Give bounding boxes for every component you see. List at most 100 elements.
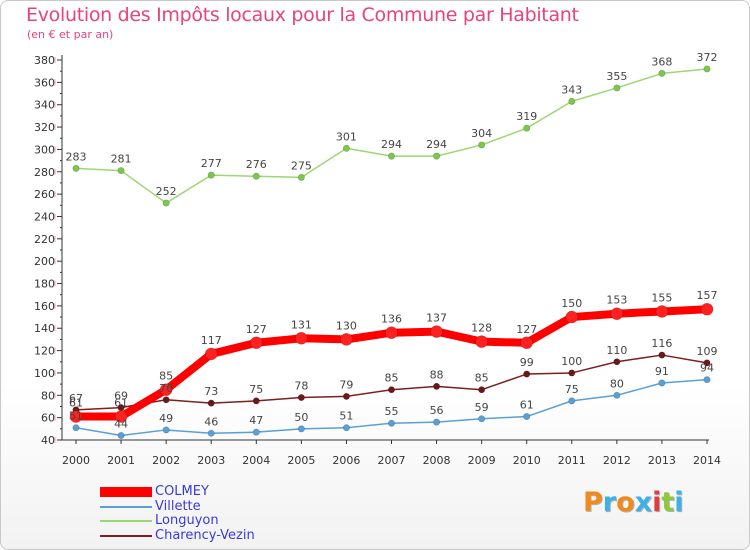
data-point-charency-vezin <box>478 386 486 394</box>
data-label-villette: 80 <box>610 377 624 390</box>
data-point-charency-vezin <box>342 392 350 400</box>
data-label-charency-vezin: 88 <box>430 368 444 381</box>
legend-label-charency-vezin: Charency-Vezin <box>155 527 255 543</box>
data-label-charency-vezin: 116 <box>651 337 672 350</box>
x-tick-label: 2010 <box>513 454 541 467</box>
data-label-charency-vezin: 76 <box>159 382 173 395</box>
data-point-longuyon <box>72 164 80 172</box>
data-label-villette: 94 <box>700 362 714 375</box>
data-label-longuyon: 276 <box>246 158 267 171</box>
data-label-charency-vezin: 78 <box>294 380 308 393</box>
y-tick-label: 340 <box>34 99 55 112</box>
data-label-colmey: 153 <box>606 294 627 307</box>
data-label-longuyon: 319 <box>516 110 537 123</box>
data-point-charency-vezin <box>703 359 711 367</box>
x-tick-label: 2004 <box>242 454 270 467</box>
data-point-charency-vezin <box>387 386 395 394</box>
data-point-charency-vezin <box>433 382 441 390</box>
data-point-villette <box>72 424 80 432</box>
data-label-longuyon: 277 <box>201 157 222 170</box>
data-label-charency-vezin: 99 <box>520 356 534 369</box>
data-point-longuyon <box>613 84 621 92</box>
data-point-villette <box>703 376 711 384</box>
data-point-charency-vezin <box>613 358 621 366</box>
data-point-colmey <box>475 335 488 348</box>
logo-letter: i <box>652 487 662 518</box>
y-tick-label: 300 <box>34 143 55 156</box>
x-tick-label: 2003 <box>197 454 225 467</box>
y-tick-label: 40 <box>41 434 55 447</box>
x-tick-label: 2009 <box>468 454 496 467</box>
y-tick-label: 120 <box>34 345 55 358</box>
data-label-longuyon: 294 <box>381 138 402 151</box>
data-label-villette: 49 <box>159 412 173 425</box>
y-tick-label: 320 <box>34 121 55 134</box>
data-point-longuyon <box>523 124 531 132</box>
data-label-villette: 55 <box>385 405 399 418</box>
logo-letter: o <box>616 487 635 518</box>
data-label-colmey: 131 <box>291 318 312 331</box>
y-tick-label: 140 <box>34 322 55 335</box>
data-label-colmey: 127 <box>246 323 267 336</box>
data-label-charency-vezin: 75 <box>249 383 263 396</box>
data-point-villette <box>658 379 666 387</box>
data-point-longuyon <box>162 199 170 207</box>
data-label-colmey: 85 <box>159 370 173 383</box>
data-label-villette: 61 <box>520 399 534 412</box>
data-point-villette <box>387 419 395 427</box>
data-label-villette: 59 <box>475 401 489 414</box>
data-label-villette: 46 <box>204 415 218 428</box>
y-tick-label: 200 <box>34 255 55 268</box>
logo-letter: x <box>634 487 653 518</box>
y-tick-label: 60 <box>41 412 55 425</box>
legend-label-colmey: COLMEY <box>155 484 209 499</box>
data-point-charency-vezin <box>162 396 170 404</box>
data-point-longuyon <box>387 152 395 160</box>
data-label-longuyon: 294 <box>426 138 447 151</box>
data-label-longuyon: 301 <box>336 130 357 143</box>
data-label-charency-vezin: 69 <box>114 390 128 403</box>
data-label-charency-vezin: 73 <box>204 385 218 398</box>
data-point-charency-vezin <box>568 369 576 377</box>
legend-swatch-villette <box>100 505 152 508</box>
data-label-longuyon: 304 <box>471 127 492 140</box>
x-tick-label: 2005 <box>287 454 315 467</box>
logo-letter: P <box>583 487 603 518</box>
data-label-colmey: 127 <box>516 323 537 336</box>
y-tick-label: 260 <box>34 188 55 201</box>
x-tick-label: 2006 <box>332 454 360 467</box>
data-label-charency-vezin: 67 <box>69 392 83 405</box>
data-point-colmey <box>565 310 579 324</box>
data-point-villette <box>162 426 170 434</box>
data-label-longuyon: 281 <box>111 153 132 166</box>
data-label-villette: 50 <box>294 411 308 424</box>
data-point-longuyon <box>207 171 215 179</box>
data-point-colmey <box>295 331 308 345</box>
x-tick-label: 2013 <box>648 454 676 467</box>
data-point-longuyon <box>568 97 576 105</box>
data-label-colmey: 61 <box>114 397 128 410</box>
data-point-villette <box>207 429 215 437</box>
proxiti-logo: Proxiti <box>583 487 684 518</box>
data-point-villette <box>433 418 441 426</box>
data-point-longuyon <box>342 144 350 152</box>
data-point-colmey <box>430 325 443 338</box>
data-point-colmey <box>114 410 128 423</box>
series-line-longuyon <box>75 68 708 204</box>
data-point-villette <box>523 413 531 421</box>
x-tick-label: 2002 <box>152 454 180 467</box>
data-point-longuyon <box>433 152 441 160</box>
data-label-colmey: 150 <box>561 297 582 310</box>
x-tick-label: 2011 <box>558 454 586 467</box>
data-label-villette: 51 <box>69 410 83 423</box>
data-point-longuyon <box>252 172 260 180</box>
data-point-colmey <box>69 410 83 423</box>
y-tick-label: 180 <box>34 278 55 291</box>
data-point-colmey <box>655 305 669 318</box>
data-point-charency-vezin <box>523 370 531 378</box>
line-chart: 40 60 80 100 120 140 160 180 200 220 240 260 280 300 3… <box>34 51 721 467</box>
data-label-colmey: 137 <box>426 312 447 325</box>
data-label-longuyon: 343 <box>561 83 582 96</box>
data-point-colmey <box>340 333 353 346</box>
y-tick-label: 100 <box>34 367 55 380</box>
